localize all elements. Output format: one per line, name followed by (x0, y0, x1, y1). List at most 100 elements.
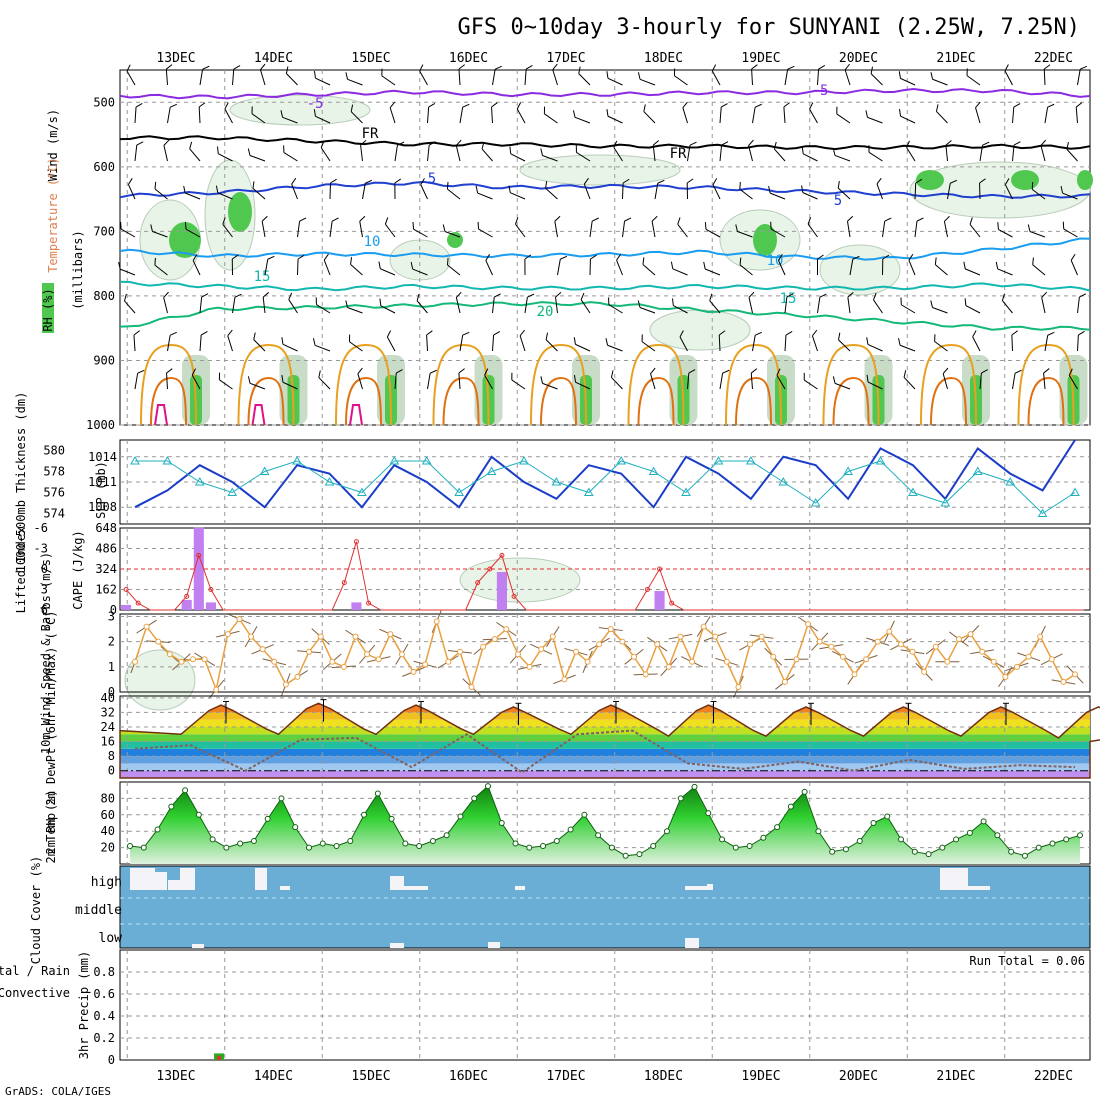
barb-flag (773, 141, 777, 150)
cloud-block (685, 938, 699, 948)
barb-staff (227, 335, 233, 352)
barb-staff (1041, 297, 1046, 314)
wind10m-point (921, 668, 928, 675)
legend-total-rain: Total / Rain (0, 964, 70, 978)
wind10m-barbs (130, 610, 1084, 700)
wind-barb (218, 372, 233, 390)
barb-flag (590, 254, 597, 260)
rh-moist-core (1077, 170, 1093, 190)
barb-staff (752, 335, 756, 352)
cloud-block (130, 868, 155, 890)
ylabel-wind10m: 10m Wind Speed & Barbs (m/s) (39, 552, 53, 754)
barb-flag (313, 109, 316, 117)
rh-region (909, 161, 1091, 219)
wind-barb (420, 178, 428, 200)
barb-staff (575, 381, 591, 390)
barb-staff (705, 228, 721, 238)
wind-barb (995, 261, 1013, 276)
rh-point (333, 842, 340, 849)
wind10m-point (816, 638, 823, 645)
cloud-level-label: middle (75, 903, 122, 918)
thickness-point (259, 466, 270, 475)
wind-barb (709, 293, 721, 314)
barb-staff (997, 268, 1013, 276)
barb-staff (718, 334, 721, 352)
barb-flag (963, 261, 966, 269)
li-tick-label: 6 (41, 603, 48, 617)
barb-staff (297, 221, 301, 238)
barb-staff (427, 373, 431, 390)
wind-barb (1027, 224, 1046, 238)
barb-flag (475, 185, 479, 194)
top-date-label: 20DEC (839, 51, 878, 66)
barb-staff (545, 187, 558, 200)
barb-staff (576, 152, 591, 162)
wind-barb (378, 261, 396, 276)
top-date-label: 19DEC (741, 51, 780, 66)
wind-barb (622, 217, 632, 238)
barb-flag (345, 300, 348, 308)
barb-staff (1012, 373, 1016, 390)
barb-flag (1014, 369, 1022, 374)
wind-barb (222, 217, 233, 238)
barb-staff (510, 192, 526, 200)
barb-flag (320, 140, 325, 148)
rh-moist-core (1011, 170, 1039, 190)
barb-flag (1004, 64, 1009, 72)
wind10m-point (700, 623, 707, 630)
li-tick-label: -3 (34, 542, 48, 556)
wind-barb (873, 292, 883, 314)
barb-flag (267, 255, 275, 260)
wind-barb (118, 261, 136, 276)
wind-barb (811, 329, 818, 352)
temp-band (120, 705, 1090, 713)
slp-tick-label: 1008 (88, 500, 117, 514)
barb-flag (491, 102, 498, 108)
wind-barb (492, 293, 501, 314)
wind-barb (836, 106, 851, 124)
wind-barb (573, 374, 591, 390)
barb-flag (514, 217, 519, 225)
barb-staff (650, 373, 656, 390)
wind-barb (184, 221, 201, 238)
wind-barb (134, 369, 145, 390)
barb-staff (394, 145, 398, 162)
cloud-panel: high middle low (75, 865, 1091, 949)
barb-staff (903, 376, 916, 390)
wind10m-point (1072, 671, 1078, 678)
surface-heat-contour (442, 376, 480, 426)
barb-staff (838, 339, 851, 352)
slp-thickness-panel: 580 578 576 574 1014 1011 1008 (43, 439, 1091, 525)
barb-flag (572, 110, 576, 118)
wind-barb (750, 368, 758, 390)
top-date-label: 18DEC (644, 51, 683, 66)
barb-flag (202, 65, 210, 70)
precip-grid (120, 950, 1090, 1060)
barb-flag (677, 217, 681, 225)
barb-flag (299, 217, 307, 222)
surface-heat-contour (735, 376, 772, 426)
cape-tick-label: 162 (95, 583, 117, 597)
wind-barb (979, 369, 988, 390)
rh-point (154, 826, 161, 833)
barb-staff (783, 107, 786, 124)
rh-point (182, 787, 189, 794)
barb-staff (1012, 145, 1015, 162)
rh-point (622, 852, 629, 859)
thickness-point (551, 476, 562, 486)
barb-staff (347, 307, 363, 314)
wind-barb (348, 334, 363, 352)
barb-staff (511, 379, 526, 390)
wind-barb (360, 140, 367, 162)
wind-barb (784, 65, 795, 86)
wind-tick-label: 2 (108, 635, 115, 649)
barb-flag (616, 253, 622, 261)
barb-flag (442, 224, 446, 232)
wind-barb (687, 369, 696, 390)
barb-flag (812, 329, 818, 337)
barb-flag (1013, 141, 1021, 146)
barb-flag (1070, 253, 1076, 261)
barb-staff (1040, 145, 1046, 162)
li-axis: -6 -3 0 3 6 648 486 324 162 0 (34, 521, 117, 617)
barb-staff (297, 258, 299, 276)
